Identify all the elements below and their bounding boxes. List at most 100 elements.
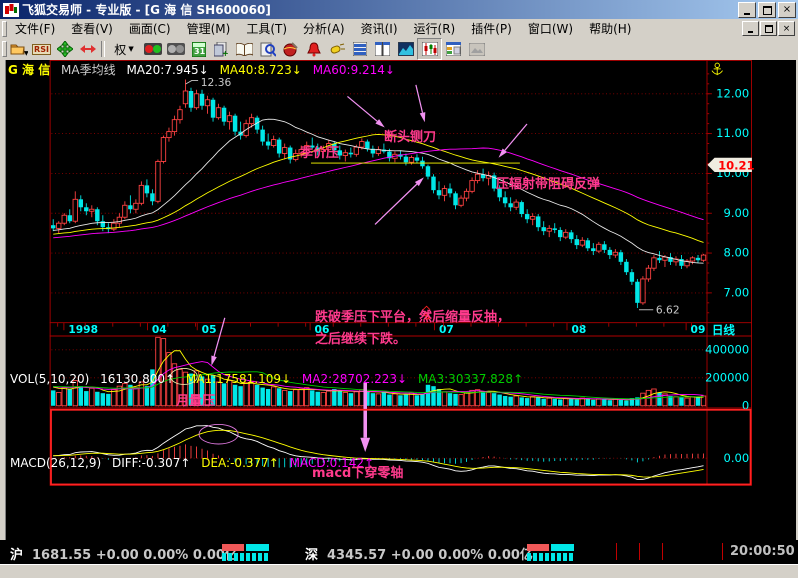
volume-bar [497,394,502,406]
candle [629,272,635,282]
volume-bar [116,385,123,407]
rsi-indicator-button[interactable]: RSI [30,39,53,59]
candle [89,208,95,212]
volume-bar [337,390,343,406]
shanghai-index-value[interactable]: 1681.55 +0.00 0.00% 0.00亿 [32,548,238,563]
open-book-icon [236,42,253,56]
volume-bar [128,384,133,406]
annotation-arrow [347,95,378,122]
sell-signal-marker [422,305,431,311]
annotation-radiation-band: 压辐射带阻碍反弹 [496,177,601,192]
volume-bar [106,393,111,406]
calendar-button[interactable]: 31 [187,39,210,59]
volume-bar [298,388,304,407]
minimize-button[interactable] [738,2,756,18]
menu-manage[interactable]: 管理(M) [186,22,231,36]
volume-bar [463,392,470,407]
alarm-button[interactable] [302,39,325,59]
gray-lights-button[interactable] [164,39,187,59]
month-label: 07 [439,323,454,336]
layout-panel-button[interactable] [442,39,465,59]
menu-help[interactable]: 帮助(H) [589,22,632,36]
price-ma-line [53,118,704,264]
columns-panel-button[interactable] [371,39,394,59]
move-cross-button[interactable] [53,39,76,59]
menu-analysis[interactable]: 分析(A) [303,22,345,36]
four-way-arrow-icon [56,41,73,57]
main-chart-header: G 海 信 MA季均线 MA20:7.945↓ MA40:8.723↓ MA60… [8,61,402,78]
candle [95,209,100,222]
candle [260,129,265,142]
horizontal-arrow-button[interactable] [76,39,99,59]
toolbar-grip[interactable] [2,41,7,57]
book-button[interactable] [233,39,256,59]
volume-bar [596,398,602,407]
volume-bar [469,389,475,407]
kline-chart-button[interactable] [417,38,442,60]
two-columns-icon [375,42,390,56]
globe-tools-button[interactable] [279,39,302,59]
status-separator [662,543,663,560]
price-tag [707,157,752,172]
chart-area[interactable]: 12.00 11.00 10.00 9.00 8.00 7.00 1998 04 05 06 07 0… [0,60,798,540]
volume-bar [530,396,536,407]
restoration-dropdown-button[interactable]: 权 ▼ [114,42,134,57]
menu-screen[interactable]: 画面(C) [128,22,171,36]
search-doc-button[interactable] [256,39,279,59]
copy-data-button[interactable]: + [210,39,233,59]
restore-button[interactable] [758,2,776,18]
candle [276,139,282,154]
candle [138,184,145,204]
menu-plugin[interactable]: 插件(P) [471,22,512,36]
annotation-arrow [213,317,226,357]
volume-bar [270,386,277,407]
candle [166,131,172,139]
shenzhen-index-value[interactable]: 4345.57 +0.00 0.00% 0.00亿 [327,548,533,563]
volume-bar [414,395,420,406]
menu-info[interactable]: 资讯(I) [360,22,398,36]
annotation-arrowhead [419,112,426,123]
candle [414,157,420,161]
candle [232,115,238,132]
menu-window[interactable]: 窗口(W) [527,22,574,36]
open-folder-button[interactable]: ▼ [7,39,30,59]
volume-bar [84,391,89,406]
candle [502,197,508,204]
volume-bar [359,389,365,407]
candle [668,257,673,262]
candle [270,139,277,146]
candle [474,173,481,182]
candle [133,202,139,210]
candle [310,145,315,148]
volume-bar [138,381,145,407]
candle [298,149,304,154]
child-restore-button[interactable] [760,21,777,36]
hbars-panel-button[interactable] [348,39,371,59]
menu-view[interactable]: 查看(V) [71,22,113,36]
price-axis-label: 8.00 [724,246,750,260]
child-minimize-button[interactable] [742,21,759,36]
close-button[interactable]: × [778,2,796,18]
volume-bar [287,391,293,406]
month-label: 08 [571,323,586,336]
trend-chart-button[interactable] [394,39,417,59]
candle [535,216,541,228]
menu-tools[interactable]: 工具(T) [246,22,288,36]
volume-bar [387,394,392,406]
menu-grip[interactable] [2,20,7,37]
menu-run[interactable]: 运行(R) [413,22,456,36]
title-bar[interactable]: 飞狐交易师 - 专业版 - [G 海 信 SH600060] × [0,0,798,19]
volume-bar [425,384,431,406]
candle [546,227,552,232]
connect-button[interactable] [325,39,348,59]
child-close-button[interactable]: × [778,21,795,36]
volume-ma-line [53,361,704,400]
annotation-macd-cross-zero: macd下穿零轴 [312,466,404,481]
candle [254,117,260,130]
menu-file[interactable]: 文件(F) [15,22,56,36]
red-green-lights-button[interactable] [141,39,164,59]
image-button[interactable] [465,39,488,59]
volume-bar [342,392,348,407]
volume-bar [171,363,178,407]
